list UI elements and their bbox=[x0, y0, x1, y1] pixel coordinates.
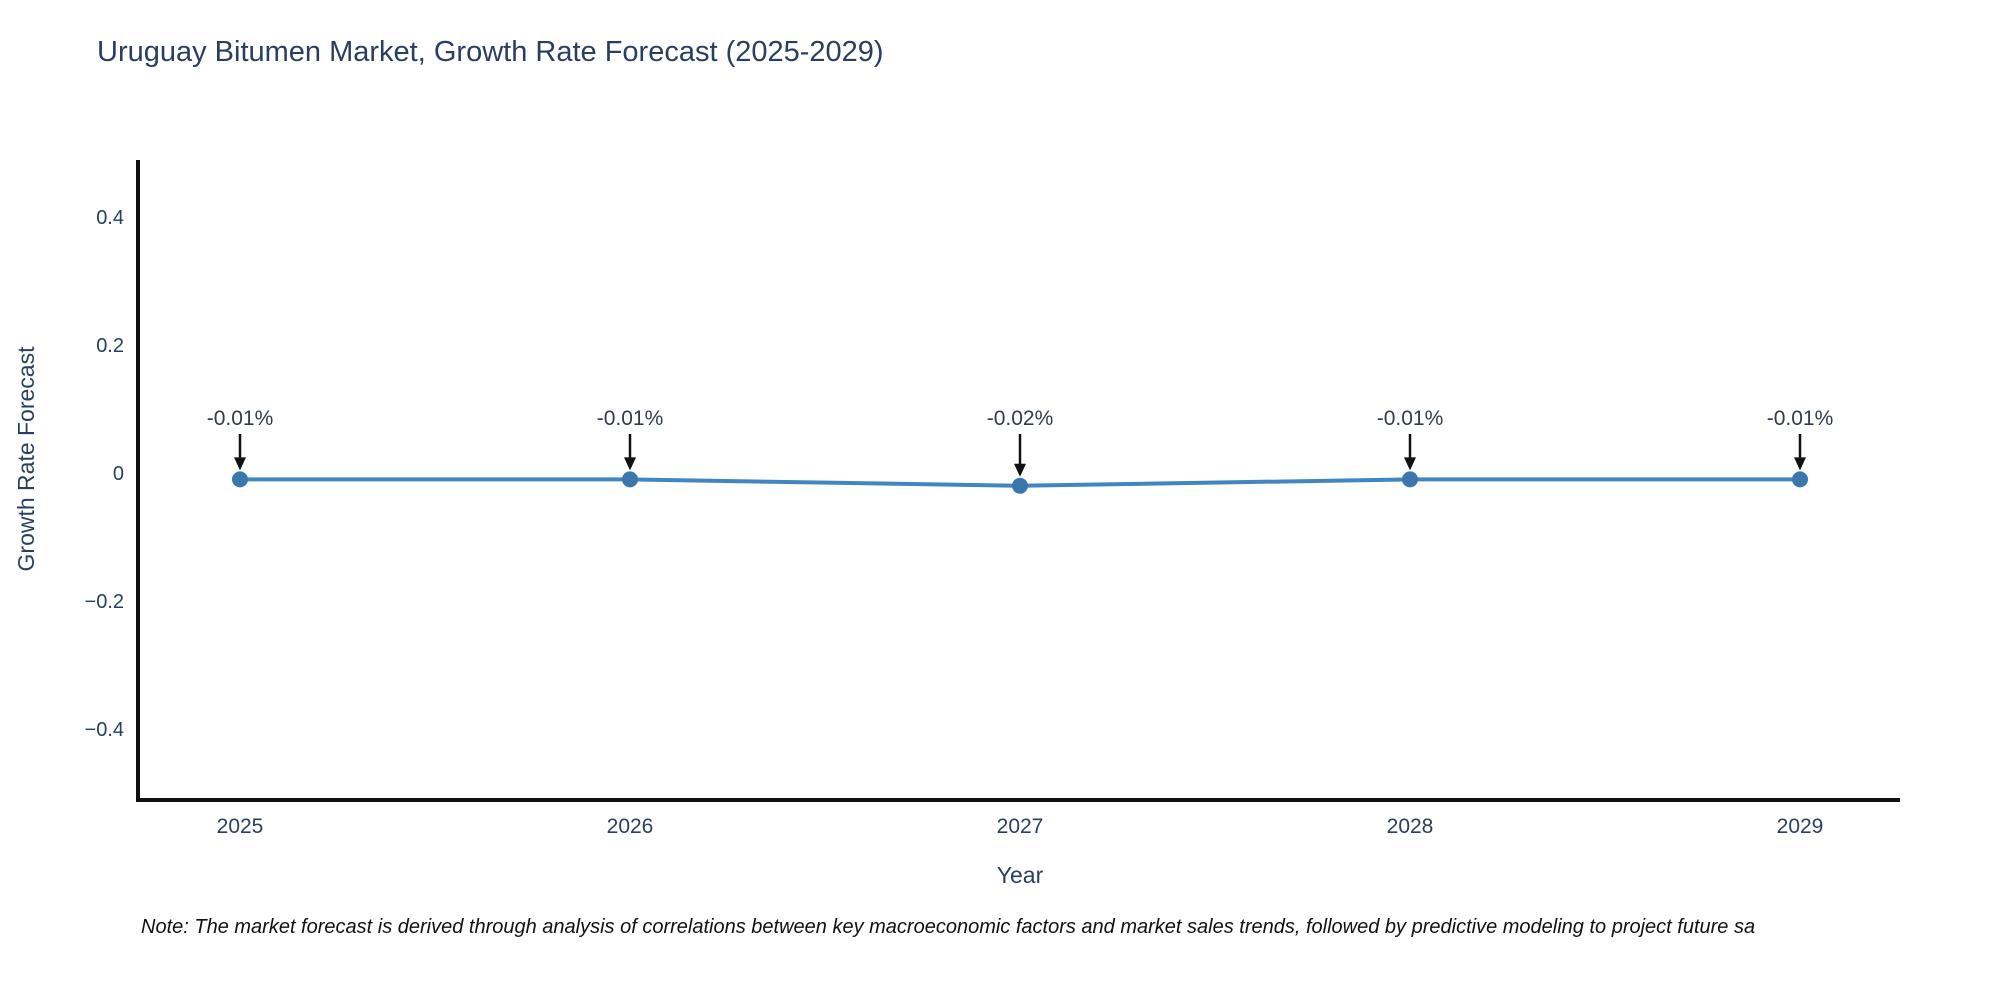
annotation-label: -0.01% bbox=[207, 407, 274, 430]
data-point bbox=[1012, 477, 1028, 494]
annotation-arrowhead bbox=[234, 457, 246, 471]
chart-title: Uruguay Bitumen Market, Growth Rate Fore… bbox=[97, 36, 884, 68]
y-tick-label: −0.2 bbox=[85, 591, 124, 613]
data-point bbox=[1402, 471, 1418, 488]
data-point bbox=[622, 471, 638, 488]
footnote: Note: The market forecast is derived thr… bbox=[141, 916, 1756, 938]
x-tick-label: 2025 bbox=[217, 815, 264, 838]
y-tick-label: 0 bbox=[113, 463, 124, 485]
annotation-arrowhead bbox=[1794, 457, 1806, 471]
annotation-label: -0.01% bbox=[1767, 407, 1834, 430]
x-axis-title: Year bbox=[996, 862, 1044, 888]
annotation-arrowhead bbox=[1014, 463, 1026, 477]
x-tick-label: 2027 bbox=[997, 815, 1044, 838]
annotation-label: -0.01% bbox=[597, 407, 664, 430]
y-tick-label: −0.4 bbox=[85, 719, 124, 741]
annotation-label: -0.02% bbox=[987, 407, 1054, 430]
annotation-arrowhead bbox=[1404, 457, 1416, 471]
annotation-label: -0.01% bbox=[1377, 407, 1444, 430]
y-tick-label: 0.2 bbox=[96, 335, 124, 357]
y-axis-title: Growth Rate Forecast bbox=[13, 346, 39, 572]
data-point bbox=[232, 471, 248, 488]
x-tick-label: 2028 bbox=[1387, 815, 1434, 838]
annotation-arrowhead bbox=[624, 457, 636, 471]
y-tick-label: 0.4 bbox=[96, 207, 124, 229]
data-point bbox=[1792, 471, 1808, 488]
x-tick-label: 2026 bbox=[607, 815, 654, 838]
x-tick-label: 2029 bbox=[1777, 815, 1824, 838]
